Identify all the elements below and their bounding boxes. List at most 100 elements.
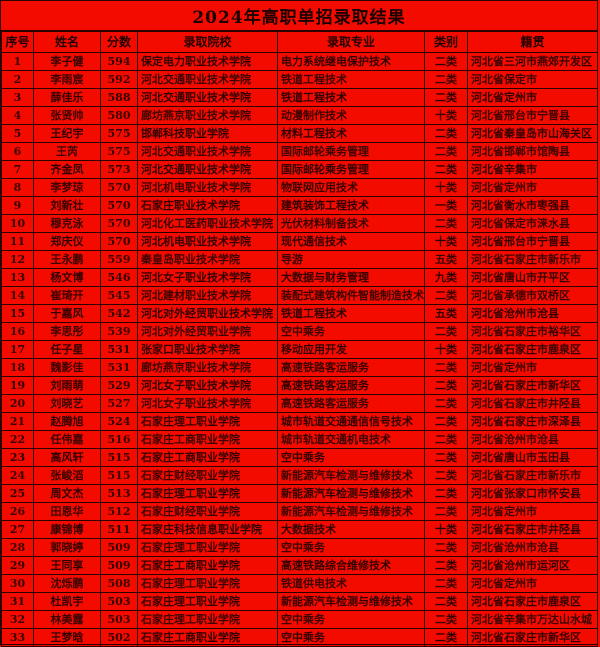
cell-college: 廊坊燕京职业技术学院 — [137, 106, 278, 125]
cell-name: 齐金凤 — [33, 160, 101, 179]
cell-major: 铁道工程技术 — [277, 304, 425, 323]
table-row: 11 郑庆仪 570 河北机电职业技术学院 现代通信技术 十类 河北省邢台市宁晋… — [1, 232, 598, 251]
cell-category: 二类 — [424, 70, 468, 89]
cell-name: 任伟嘉 — [33, 430, 101, 449]
cell-major: 空中乘务 — [277, 322, 425, 341]
cell-college: 石家庄工商职业学院 — [137, 556, 278, 575]
cell-hometown: 河北省邢台市宁晋县 — [467, 106, 598, 125]
cell-college: 河北女子职业技术学院 — [137, 376, 278, 395]
cell-category: 十类 — [424, 178, 468, 197]
cell-hometown: 河北省定州市 — [467, 88, 598, 107]
table-row: 3 薛佳乐 588 河北交通职业技术学院 铁道工程技术 二类 河北省定州市 — [1, 88, 598, 107]
cell-hometown: 河北省石家庄市裕华区 — [467, 322, 598, 341]
cell-hometown: 河北省唐山市开平区 — [467, 268, 598, 287]
cell-major: 大数据技术 — [277, 520, 425, 539]
cell-index: 31 — [1, 592, 34, 611]
table-row: 27 康锦博 511 石家庄科技信息职业学院 大数据技术 十类 河北省石家庄市井… — [1, 520, 598, 539]
cell-category: 二类 — [424, 484, 468, 503]
cell-score: 512 — [100, 502, 138, 521]
cell-category: 二类 — [424, 466, 468, 485]
column-header-college: 录取院校 — [137, 31, 278, 53]
cell-name: 崔琦开 — [33, 286, 101, 305]
cell-major: 电力系统继电保护技术 — [277, 52, 425, 71]
cell-hometown: 河北省石家庄市鹿泉区 — [467, 592, 598, 611]
table-body: 1 李子健 594 保定电力职业技术学院 电力系统继电保护技术 二类 河北省三河… — [1, 52, 598, 647]
cell-college: 邯郸科技职业学院 — [137, 124, 278, 143]
table-row: 31 杜凯宇 503 石家庄理工职业学院 新能源汽车检测与维修技术 二类 河北省… — [1, 592, 598, 611]
cell-category: 一类 — [424, 196, 468, 215]
cell-index: 15 — [1, 304, 34, 323]
cell-index: 22 — [1, 430, 34, 449]
cell-major: 空中乘务 — [277, 538, 425, 557]
cell-index: 3 — [1, 88, 34, 107]
column-header-index: 序号 — [1, 31, 34, 53]
cell-hometown: 河北省张家口市怀安县 — [467, 484, 598, 503]
cell-name: 王芮 — [33, 142, 101, 161]
table-row: 5 王纪宇 575 邯郸科技职业学院 材料工程技术 二类 河北省秦皇岛市山海关区 — [1, 124, 598, 143]
table-row: 13 杨文博 546 河北女子职业技术学院 大数据与财务管理 九类 河北省唐山市… — [1, 268, 598, 287]
table-row: 4 张贤帅 580 廊坊燕京职业技术学院 动漫制作技术 十类 河北省邢台市宁晋县 — [1, 106, 598, 125]
cell-college: 廊坊燕京职业技术学院 — [137, 358, 278, 377]
cell-college: 河北交通职业技术学院 — [137, 142, 278, 161]
cell-major: 光伏材料制备技术 — [277, 214, 425, 233]
cell-category: 十类 — [424, 232, 468, 251]
cell-index: 16 — [1, 322, 34, 341]
cell-college: 河北交通职业技术学院 — [137, 160, 278, 179]
table-row: 1 李子健 594 保定电力职业技术学院 电力系统继电保护技术 二类 河北省三河… — [1, 52, 598, 71]
cell-major: 铁道工程技术 — [277, 70, 425, 89]
cell-score: 531 — [100, 340, 138, 359]
cell-score: 588 — [100, 88, 138, 107]
cell-major: 导游 — [277, 250, 425, 269]
cell-category: 二类 — [424, 124, 468, 143]
cell-index: 7 — [1, 160, 34, 179]
cell-category: 二类 — [424, 88, 468, 107]
cell-major: 现代通信技术 — [277, 232, 425, 251]
table-row: 33 王梦晗 502 石家庄工商职业学院 空中乘务 二类 河北省石家庄市新华区 — [1, 628, 598, 647]
cell-score: 570 — [100, 196, 138, 215]
cell-college: 河北建材职业技术学院 — [137, 286, 278, 305]
cell-major: 移动应用开发 — [277, 340, 425, 359]
cell-name: 杨文博 — [33, 268, 101, 287]
cell-index: 2 — [1, 70, 34, 89]
cell-score: 531 — [100, 358, 138, 377]
cell-name: 赵腾旭 — [33, 412, 101, 431]
cell-name: 穆克泳 — [33, 214, 101, 233]
cell-major: 新能源汽车检测与维修技术 — [277, 592, 425, 611]
cell-hometown: 河北省定州市 — [467, 502, 598, 521]
cell-hometown: 河北省三河市燕郊开发区 — [467, 52, 598, 71]
cell-index: 18 — [1, 358, 34, 377]
cell-category: 二类 — [424, 142, 468, 161]
table-row: 20 刘晓艺 527 河北女子职业技术学院 高速铁路客运服务 二类 河北省石家庄… — [1, 394, 598, 413]
cell-name: 杜凯宇 — [33, 592, 101, 611]
table-row: 26 田恩华 512 石家庄财经职业学院 新能源汽车检测与维修技术 二类 河北省… — [1, 502, 598, 521]
cell-score: 542 — [100, 304, 138, 323]
cell-major: 铁道工程技术 — [277, 88, 425, 107]
table-row: 2 李雨宸 592 河北交通职业技术学院 铁道工程技术 二类 河北省保定市 — [1, 70, 598, 89]
cell-score: 539 — [100, 322, 138, 341]
cell-hometown: 河北省沧州市沧县 — [467, 304, 598, 323]
cell-index: 23 — [1, 448, 34, 467]
header-row: 序号 姓名 分数 录取院校 录取专业 类别 籍贯 — [1, 31, 598, 53]
cell-hometown: 河北省石家庄市井陉县 — [467, 520, 598, 539]
cell-college: 石家庄理工职业学院 — [137, 574, 278, 593]
cell-index: 25 — [1, 484, 34, 503]
cell-index: 14 — [1, 286, 34, 305]
cell-index: 28 — [1, 538, 34, 557]
cell-score: 592 — [100, 70, 138, 89]
cell-index: 11 — [1, 232, 34, 251]
cell-hometown: 河北省衡水市枣强县 — [467, 196, 598, 215]
table-row: 14 崔琦开 545 河北建材职业技术学院 装配式建筑构件智能制造技术 二类 河… — [1, 286, 598, 305]
cell-college: 河北交通职业技术学院 — [137, 70, 278, 89]
cell-index: 33 — [1, 628, 34, 647]
cell-category: 九类 — [424, 268, 468, 287]
cell-category: 五类 — [424, 250, 468, 269]
cell-name: 刘晓艺 — [33, 394, 101, 413]
cell-index: 8 — [1, 178, 34, 197]
cell-score: 508 — [100, 574, 138, 593]
cell-hometown: 河北省定州市 — [467, 358, 598, 377]
cell-major: 装配式建筑构件智能制造技术 — [277, 286, 425, 305]
cell-score: 529 — [100, 376, 138, 395]
cell-hometown: 河北省保定市 — [467, 70, 598, 89]
cell-index: 17 — [1, 340, 34, 359]
cell-name: 张贤帅 — [33, 106, 101, 125]
